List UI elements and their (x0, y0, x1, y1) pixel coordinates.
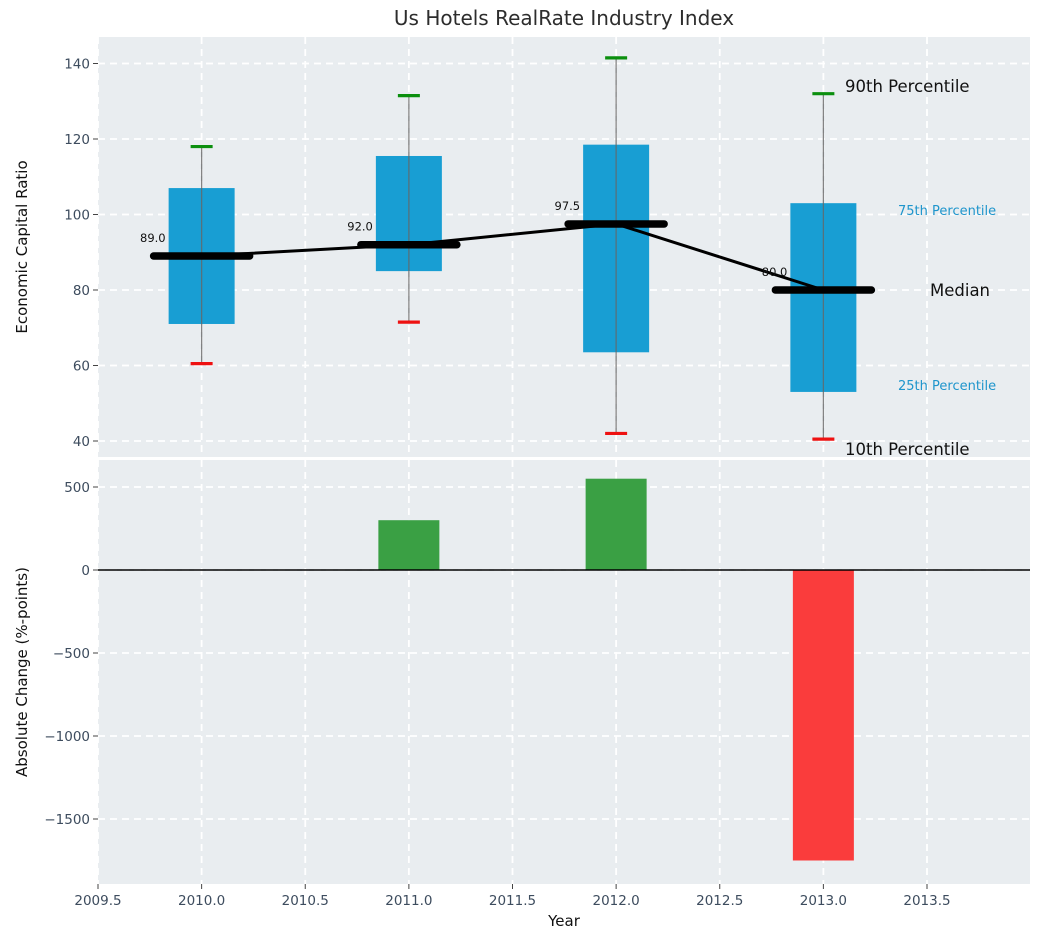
tick-label: 2013.0 (800, 893, 847, 909)
tick-label: −1000 (44, 729, 90, 745)
box-2011 (375, 93, 442, 324)
tick-label: 100 (64, 208, 90, 224)
tick-label: 0 (81, 563, 90, 579)
percentile-annotation: Median (930, 281, 990, 300)
tick-label: 2011.5 (489, 893, 536, 909)
box-2013 (790, 92, 857, 441)
median-value-label: 92.0 (347, 220, 373, 234)
tick-label: 2011.0 (385, 893, 432, 909)
median-value-label: 89.0 (140, 231, 166, 245)
percentile-annotation: 90th Percentile (845, 77, 970, 96)
tick-label: −500 (53, 646, 90, 662)
tick-label: 2012.5 (696, 893, 743, 909)
tick-label: −1500 (44, 812, 90, 828)
tick-label: 120 (64, 132, 90, 148)
change-bar-2011 (378, 520, 440, 570)
tick-label: 2010.0 (178, 893, 225, 909)
tick-label: 500 (64, 480, 90, 496)
tick-label: 60 (73, 359, 90, 375)
bottom-panel (93, 460, 1030, 889)
tick-label: 2009.5 (74, 893, 121, 909)
x-axis-label: Year (548, 912, 580, 930)
tick-label: 2013.5 (903, 893, 950, 909)
tick-label: 2010.5 (282, 893, 329, 909)
tick-label: 2012.0 (593, 893, 640, 909)
box-2012 (583, 56, 650, 436)
percentile-annotation: 25th Percentile (898, 379, 996, 394)
median-trend-line (201, 222, 824, 292)
percentile-annotation: 75th Percentile (898, 204, 996, 219)
median-value-label: 80.0 (762, 265, 788, 279)
percentile-annotation: 10th Percentile (845, 440, 970, 459)
chart-title: Us Hotels RealRate Industry Index (393, 6, 735, 30)
median-value-label: 97.5 (555, 199, 581, 213)
top-panel: 89.0 92.0 97.5 80.0 90th Percentile 75th Perc… (93, 37, 1030, 459)
tick-label: 140 (64, 57, 90, 73)
change-bar-2013 (792, 570, 854, 861)
tick-label: 40 (73, 434, 90, 450)
change-bar-2012 (585, 478, 647, 570)
tick-label: 80 (73, 283, 90, 299)
